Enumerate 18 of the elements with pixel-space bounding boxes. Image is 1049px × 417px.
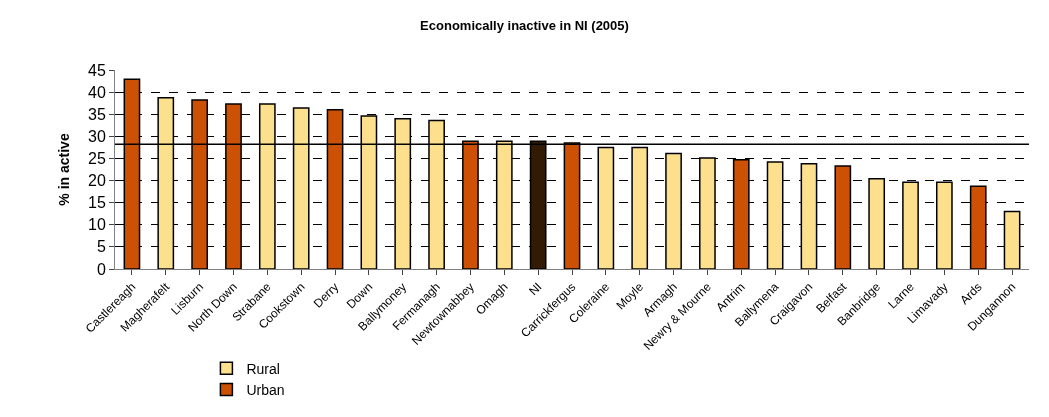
- y-tick-label: 30: [88, 127, 106, 145]
- y-tick-label: 40: [88, 83, 106, 101]
- y-tick-label: 0: [96, 260, 106, 278]
- legend-label: Urban: [246, 381, 285, 398]
- y-tick-label: 45: [88, 61, 106, 79]
- y-tick-label: 35: [88, 105, 106, 123]
- chart-title: Economically inactive in NI (2005): [420, 17, 629, 33]
- y-tick-label: 10: [88, 216, 106, 234]
- legend-label: Rural: [246, 360, 280, 377]
- bar: [834, 165, 852, 269]
- bar: [631, 146, 649, 269]
- y-tick-label: 5: [96, 238, 106, 256]
- y-tick-label: 25: [88, 150, 106, 168]
- bar: [868, 178, 886, 269]
- y-tick-label: 20: [88, 172, 106, 190]
- y-axis-title: % in active: [55, 133, 72, 206]
- y-tick-label: 15: [88, 194, 106, 212]
- bar: [597, 146, 615, 269]
